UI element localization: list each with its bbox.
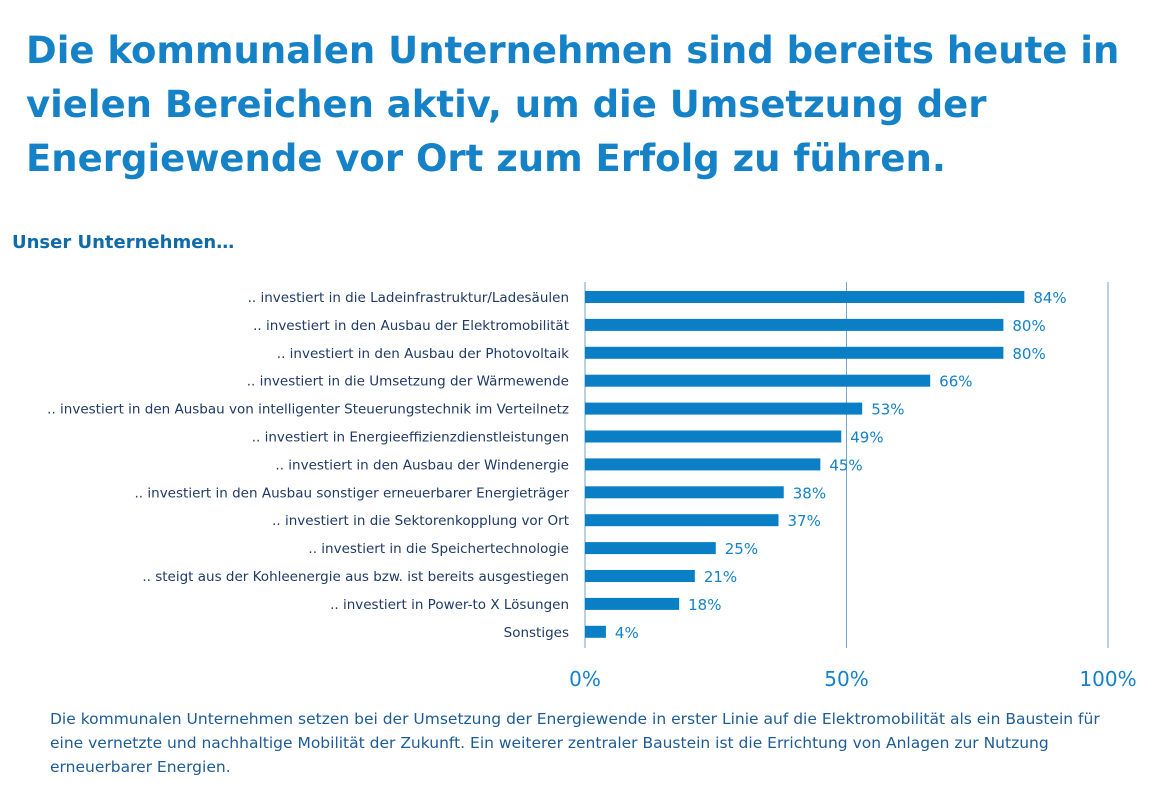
x-tick-label: 50%: [824, 667, 868, 691]
bar: [585, 458, 821, 471]
category-label: Sonstiges: [504, 625, 569, 641]
value-label: 25%: [725, 540, 758, 558]
bar: [585, 374, 931, 387]
x-tick-label: 0%: [569, 667, 601, 691]
bar: [585, 486, 784, 499]
value-label: 49%: [850, 429, 883, 447]
category-label: .. investiert in den Ausbau der Photovol…: [277, 346, 569, 362]
category-label: .. investiert in die Speichertechnologie: [308, 541, 569, 557]
bar: [585, 402, 863, 415]
bar: [585, 514, 779, 527]
bar: [585, 346, 1004, 359]
value-label: 21%: [704, 568, 737, 586]
footer-note: Die kommunalen Unternehmen setzen bei de…: [50, 710, 1100, 776]
value-label: 18%: [688, 596, 721, 614]
value-label: 37%: [788, 512, 821, 530]
category-label: .. investiert in den Ausbau der Windener…: [275, 457, 569, 473]
bar-chart: .. investiert in die Ladeinfrastruktur/L…: [47, 282, 1137, 691]
value-label: 38%: [793, 484, 826, 502]
category-label: .. investiert in die Sektorenkopplung vo…: [272, 513, 569, 529]
value-label: 84%: [1033, 289, 1066, 307]
category-label: .. investiert in den Ausbau sonstiger er…: [135, 485, 570, 501]
category-label: .. investiert in Power-to X Lösungen: [330, 597, 569, 613]
category-label: .. steigt aus der Kohleenergie aus bzw. …: [142, 569, 569, 585]
bar: [585, 542, 716, 555]
bar: [585, 570, 695, 582]
bar: [585, 430, 842, 443]
bar: [585, 291, 1025, 303]
value-label: 80%: [1012, 345, 1045, 363]
category-label: .. investiert in den Ausbau von intellig…: [47, 402, 569, 418]
value-label: 53%: [871, 401, 904, 419]
bar: [585, 318, 1004, 331]
x-tick-label: 100%: [1079, 667, 1136, 691]
category-label: .. investiert in die Ladeinfrastruktur/L…: [248, 290, 569, 306]
value-label: 4%: [615, 624, 639, 642]
category-label: .. investiert in die Umsetzung der Wärme…: [247, 374, 569, 390]
bar: [585, 597, 680, 610]
value-label: 80%: [1012, 317, 1045, 335]
value-label: 66%: [939, 373, 972, 391]
category-label: .. investiert in den Ausbau der Elektrom…: [253, 318, 569, 334]
headline: Die kommunalen Unternehmen sind bereits …: [26, 29, 1120, 180]
value-label: 45%: [829, 456, 862, 474]
bar: [585, 625, 606, 638]
chart-subtitle: Unser Unternehmen…: [12, 232, 235, 253]
category-label: .. investiert in Energieeffizienzdienstl…: [252, 430, 569, 446]
